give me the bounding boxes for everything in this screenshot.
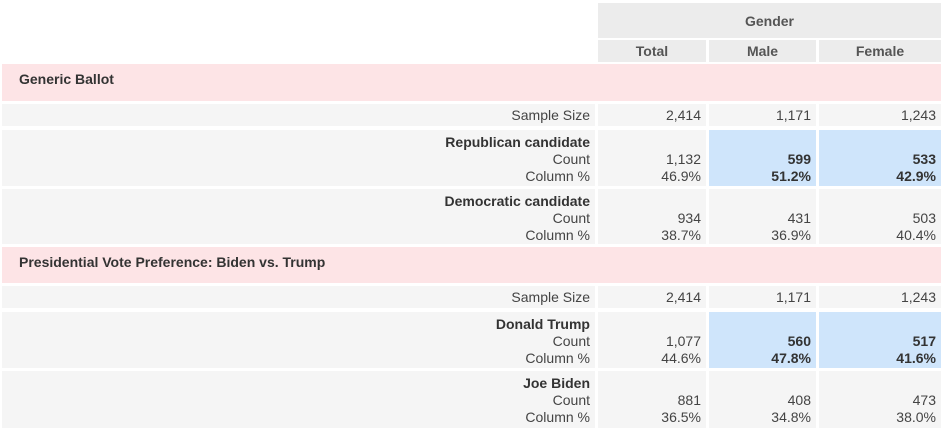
- democratic-female: 503 40.4%: [819, 189, 941, 244]
- sample-size-label: Sample Size: [2, 104, 595, 126]
- count-value: 408: [787, 392, 811, 408]
- header-total: Total: [598, 40, 706, 62]
- count-label: Count: [552, 151, 590, 167]
- trump-female: 517 41.6%: [819, 312, 941, 368]
- pct-value: 51.2%: [771, 168, 811, 184]
- count-value: 431: [787, 210, 811, 226]
- row-label-republican: Republican candidate Count Column %: [2, 130, 595, 186]
- row-name: Republican candidate: [445, 134, 590, 150]
- pct-value: 44.6%: [661, 350, 701, 366]
- pct-value: 38.0%: [896, 409, 936, 425]
- pct-value: 41.6%: [896, 350, 936, 366]
- count-value: 473: [912, 392, 936, 408]
- republican-female: 533 42.9%: [819, 130, 941, 186]
- count-label: Count: [552, 333, 590, 349]
- count-value: 533: [912, 151, 936, 167]
- biden-female: 473 38.0%: [819, 371, 941, 428]
- pct-value: 36.9%: [771, 227, 811, 243]
- republican-male: 599 51.2%: [709, 130, 816, 186]
- section-title-biden-trump: Presidential Vote Preference: Biden vs. …: [2, 247, 941, 283]
- count-label: Count: [552, 210, 590, 226]
- pct-value: 42.9%: [896, 168, 936, 184]
- header-gender: Gender: [598, 3, 941, 38]
- count-value: 503: [912, 210, 936, 226]
- sample-size-total: 2,414: [598, 104, 706, 126]
- header-male: Male: [709, 40, 816, 62]
- pct-value: 38.7%: [661, 227, 701, 243]
- pct-label: Column %: [525, 168, 590, 184]
- pct-value: 47.8%: [771, 350, 811, 366]
- row-name: Democratic candidate: [444, 193, 591, 209]
- sample-size-label: Sample Size: [2, 286, 595, 308]
- pct-label: Column %: [525, 409, 590, 425]
- count-value: 1,132: [665, 151, 701, 167]
- pct-label: Column %: [525, 227, 590, 243]
- row-label-biden: Joe Biden Count Column %: [2, 371, 595, 428]
- sample-size-male: 1,171: [709, 104, 816, 126]
- sample-size-female: 1,243: [819, 286, 941, 308]
- sample-size-female: 1,243: [819, 104, 941, 126]
- pct-value: 34.8%: [771, 409, 811, 425]
- pct-value: 46.9%: [661, 168, 701, 184]
- section-title-generic-ballot: Generic Ballot: [2, 64, 941, 101]
- header-female: Female: [819, 40, 941, 62]
- count-value: 560: [787, 333, 811, 349]
- pct-value: 36.5%: [661, 409, 701, 425]
- pct-label: Column %: [525, 350, 590, 366]
- count-value: 934: [677, 210, 701, 226]
- row-label-trump: Donald Trump Count Column %: [2, 312, 595, 368]
- republican-total: 1,132 46.9%: [598, 130, 706, 186]
- count-label: Count: [552, 392, 590, 408]
- biden-total: 881 36.5%: [598, 371, 706, 428]
- sample-size-male: 1,171: [709, 286, 816, 308]
- row-name: Donald Trump: [495, 316, 590, 332]
- democratic-male: 431 36.9%: [709, 189, 816, 244]
- trump-male: 560 47.8%: [709, 312, 816, 368]
- democratic-total: 934 38.7%: [598, 189, 706, 244]
- row-name: Joe Biden: [523, 375, 590, 391]
- count-value: 1,077: [665, 333, 701, 349]
- count-value: 599: [787, 151, 811, 167]
- biden-male: 408 34.8%: [709, 371, 816, 428]
- sample-size-total: 2,414: [598, 286, 706, 308]
- pct-value: 40.4%: [896, 227, 936, 243]
- row-label-democratic: Democratic candidate Count Column %: [2, 189, 595, 244]
- count-value: 517: [912, 333, 936, 349]
- count-value: 881: [677, 392, 701, 408]
- trump-total: 1,077 44.6%: [598, 312, 706, 368]
